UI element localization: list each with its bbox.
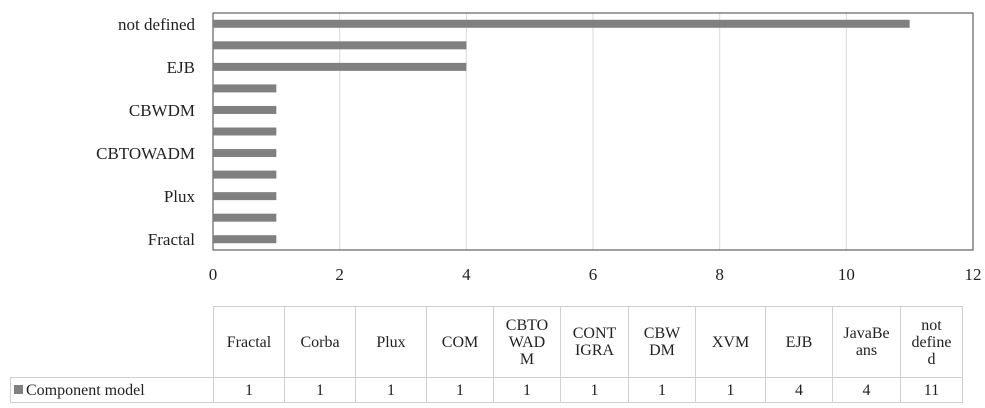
table-header-not-defined: not define d [900,306,963,378]
table-value-com: 1 [426,377,494,403]
table-value-fractal: 1 [213,377,285,403]
x-tick-label-2: 4 [462,265,471,284]
bar-chart: not defined EJB CBWDM CBTOWADM Plux Fractal 0… [96,12,982,284]
bars [213,19,910,244]
bar-contigra [213,127,277,136]
category-label-fractal: Fractal [148,230,195,249]
data-table: Fractal Corba Plux COM CBTO WAD M CONT IGRA CBW DM… [10,306,963,403]
table-header-xvm: XVM [695,306,766,378]
category-label-plux: Plux [164,187,196,206]
table-header-fractal: Fractal [213,306,285,378]
table-value-contigra: 1 [560,377,629,403]
data-table-values-row: Component model 1 1 1 1 1 1 1 1 4 4 11 [10,377,963,403]
table-value-xvm: 1 [695,377,766,403]
table-value-ejb: 4 [765,377,833,403]
x-tick-label-5: 10 [838,265,855,284]
category-label-not-defined: not defined [118,15,195,34]
data-table-header-row: Fractal Corba Plux COM CBTO WAD M CONT IGRA CBW DM… [10,306,963,378]
data-table-corner [10,306,214,378]
bar-corba [213,213,277,222]
table-header-corba: Corba [284,306,356,378]
category-label-cbtowadm: CBTOWADM [96,144,195,163]
bar-fractal [213,235,277,244]
bar-ejb [213,62,467,71]
bar-plux [213,192,277,201]
x-tick-label-3: 6 [589,265,598,284]
table-value-cbtowadm: 1 [493,377,561,403]
series-name: Component model [26,381,145,399]
value-axis-tick-labels: 0 2 4 6 8 10 12 [209,265,982,284]
bar-com [213,170,277,179]
table-header-cbtowadm: CBTO WAD M [493,306,561,378]
x-tick-label-6: 12 [965,265,982,284]
x-tick-label-4: 8 [715,265,724,284]
category-label-cbwdm: CBWDM [129,101,195,120]
legend-key-swatch [14,384,23,394]
x-tick-label-0: 0 [209,265,218,284]
table-header-plux: Plux [355,306,427,378]
table-value-javabeans: 4 [832,377,901,403]
table-header-cbwdm: CBW DM [628,306,696,378]
category-axis-labels: not defined EJB CBWDM CBTOWADM Plux Fractal [96,15,195,249]
legend-entry: Component model [10,377,214,403]
category-label-ejb: EJB [167,58,195,77]
bar-javabeans [213,41,467,50]
bar-cbtowadm [213,149,277,158]
table-value-not-defined: 11 [900,377,963,403]
table-value-cbwdm: 1 [628,377,696,403]
table-header-com: COM [426,306,494,378]
table-value-plux: 1 [355,377,427,403]
bar-not-defined [213,19,910,28]
table-header-ejb: EJB [765,306,833,378]
table-header-javabeans: JavaBe ans [832,306,901,378]
gridlines [339,13,847,250]
table-value-corba: 1 [284,377,356,403]
bar-cbwdm [213,105,277,114]
table-header-contigra: CONT IGRA [560,306,629,378]
x-tick-label-1: 2 [335,265,344,284]
bar-xvm [213,84,277,93]
